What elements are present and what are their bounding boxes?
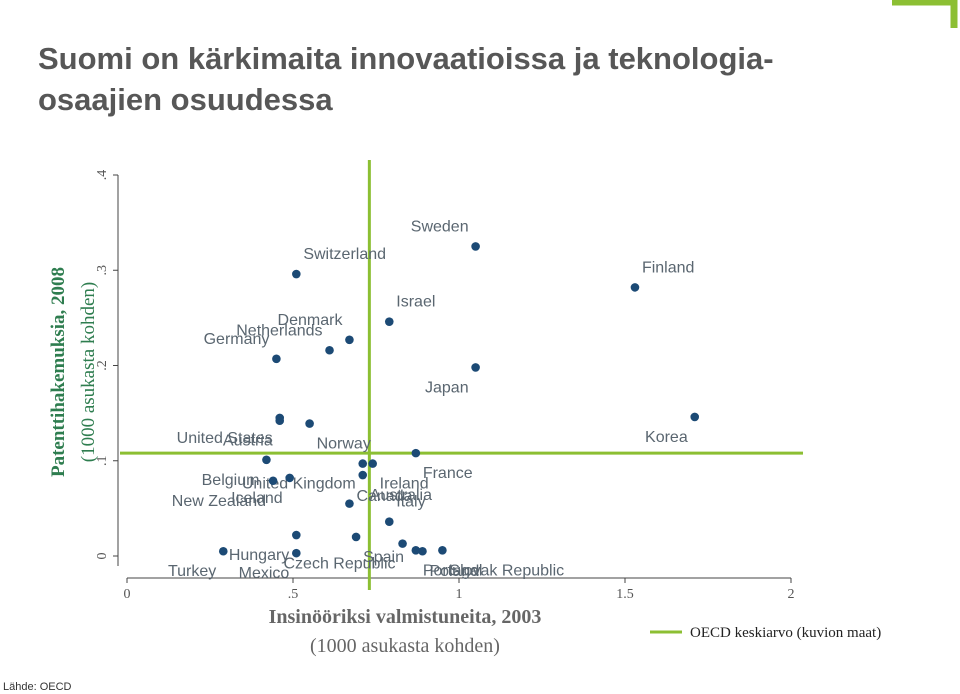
data-point	[411, 545, 421, 555]
data-point	[384, 317, 394, 326]
x-tick-label: 0	[124, 587, 131, 602]
point-label: Netherlands	[236, 322, 322, 339]
data-point	[285, 473, 294, 483]
y-tick-label: .1	[95, 456, 110, 467]
data-point	[398, 539, 407, 548]
data-point	[358, 459, 368, 468]
point-label: Norway	[317, 436, 371, 453]
point-label: Austria	[223, 433, 273, 450]
data-point	[268, 476, 278, 486]
x-axis-title: (1000 asukasta kohden)	[310, 635, 500, 657]
corner-logo-mark	[892, 0, 958, 28]
point-label: Czech Republic	[283, 556, 395, 573]
point-label: Germany	[204, 331, 270, 348]
data-point	[292, 269, 301, 279]
x-tick-label: 1	[456, 587, 463, 602]
data-point	[272, 354, 281, 364]
point-label: Italy	[396, 494, 425, 511]
point-label: Switzerland	[303, 246, 386, 263]
data-point	[351, 532, 361, 542]
y-tick-label: 0	[95, 553, 110, 560]
point-label: Hungary	[229, 547, 289, 564]
chart-title: Suomi on kärkimaita innovaatioissa ja te…	[38, 41, 774, 117]
data-point	[292, 548, 301, 558]
point-label: United States	[177, 430, 273, 447]
point-label: Finland	[642, 259, 694, 276]
data-point	[292, 530, 301, 540]
data-point	[325, 345, 334, 355]
data-point	[218, 546, 228, 556]
y-tick-label: .2	[95, 360, 110, 371]
point-label: Australia	[370, 487, 432, 504]
point-label: Ireland	[380, 476, 429, 493]
data-point	[345, 335, 354, 345]
data-point	[358, 470, 368, 480]
point-label: Denmark	[278, 312, 344, 329]
y-tick-label: .4	[95, 170, 110, 181]
point-label: Belgium	[202, 472, 260, 489]
data-point	[262, 455, 271, 465]
y-tick-label: .3	[95, 265, 110, 276]
legend-label: OECD keskiarvo (kuvion maat)	[690, 625, 881, 641]
point-label: Slovak Republic	[449, 562, 564, 579]
point-label: Japan	[425, 379, 469, 396]
x-tick-label: 1.5	[616, 587, 634, 602]
data-point	[690, 412, 700, 422]
point-label: Korea	[645, 429, 688, 446]
point-label: Israel	[396, 294, 435, 311]
point-label: Spain	[363, 549, 404, 566]
data-point	[438, 545, 447, 555]
data-point	[411, 448, 421, 458]
data-point	[305, 419, 314, 428]
data-point	[471, 363, 480, 372]
point-label: Poland	[429, 563, 479, 580]
point-label: Canada	[356, 488, 412, 505]
point-label: Sweden	[411, 218, 469, 235]
y-axis-title: (1000 asukasta kohden)	[78, 282, 99, 462]
point-label: Mexico	[239, 565, 290, 582]
point-label: New Zealand	[172, 493, 266, 510]
point-label: France	[423, 465, 473, 482]
x-tick-label: .5	[288, 587, 299, 602]
data-point	[275, 416, 285, 426]
x-axis-title: Insinööriksi valmistuneita, 2003	[269, 606, 542, 628]
data-point	[630, 283, 640, 292]
point-label: Iceland	[231, 490, 283, 507]
data-point	[384, 517, 394, 527]
x-tick-label: 2	[788, 587, 795, 602]
point-label: Portugal	[423, 562, 483, 579]
data-point	[471, 242, 480, 251]
y-axis-title: Patenttihakemuksia, 2008	[48, 267, 69, 477]
point-label: Turkey	[168, 563, 216, 580]
data-point	[345, 499, 354, 508]
data-point	[418, 546, 427, 556]
source-note: Lähde: OECD	[3, 681, 72, 693]
data-point	[368, 459, 377, 468]
